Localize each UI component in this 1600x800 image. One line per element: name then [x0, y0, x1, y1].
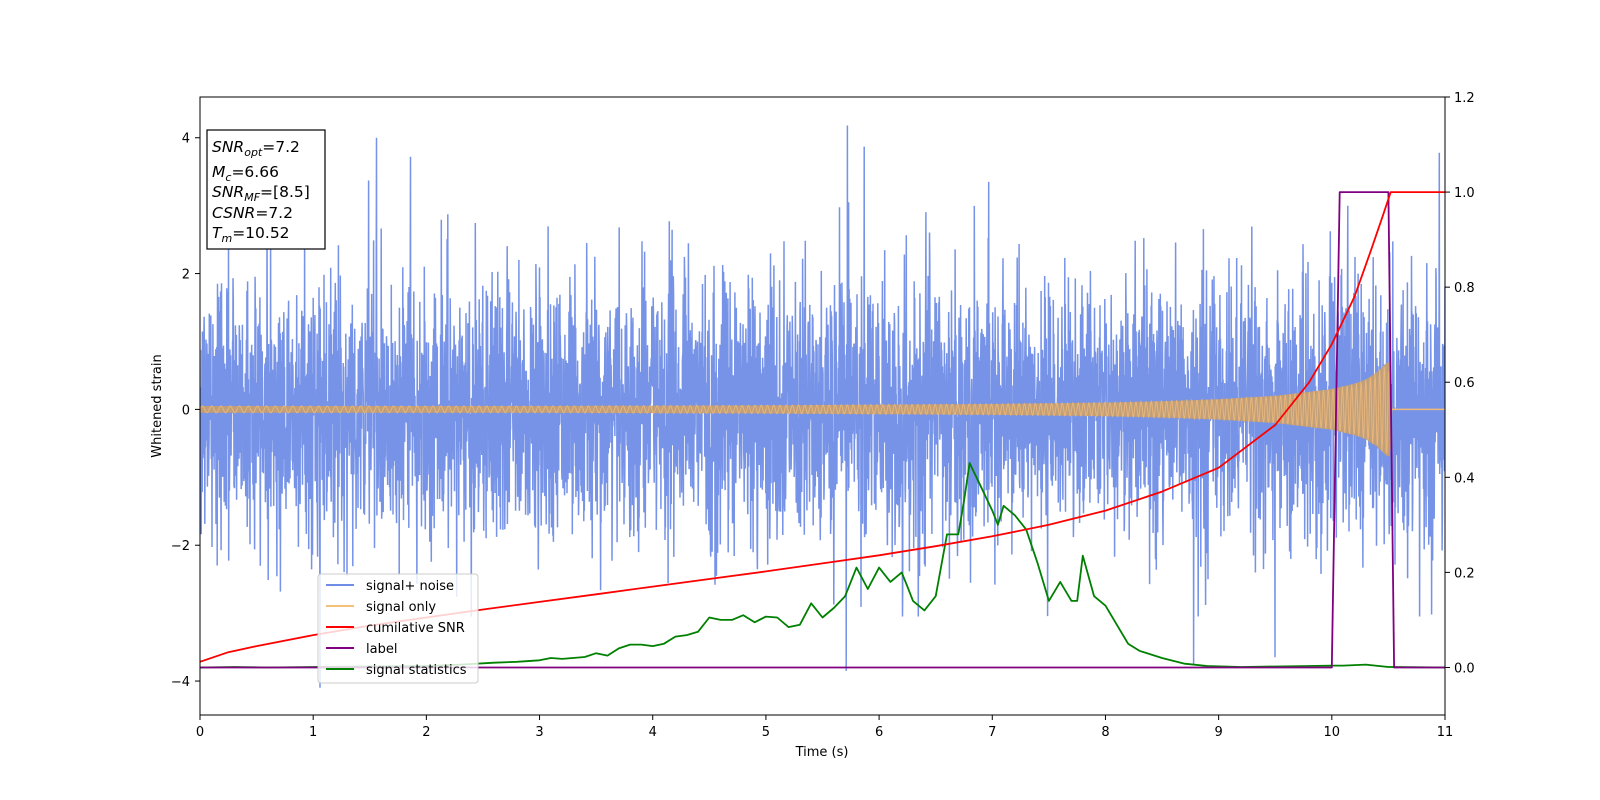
x-tick-label: 5 — [762, 725, 770, 740]
x-axis-label: Time (s) — [795, 745, 849, 760]
y-right-tick-label: 0.8 — [1454, 281, 1475, 296]
y-right-tick-label: 1.2 — [1454, 91, 1475, 106]
legend-label-signal-only: signal only — [366, 600, 436, 615]
x-tick-label: 1 — [309, 725, 317, 740]
snr-mf-value: =[8.5] — [260, 183, 310, 201]
x-tick-label: 6 — [875, 725, 883, 740]
csnr-base: CSNR — [212, 204, 255, 222]
snr-mf-sub: MF — [244, 191, 260, 204]
legend-label-cumulative-snr: cumilative SNR — [366, 621, 465, 636]
snr-opt-annotation: SNRopt=7.2 — [212, 138, 300, 159]
x-tick-label: 11 — [1437, 725, 1454, 740]
y-tick-label: 4 — [182, 132, 190, 147]
legend-entry-signal-statistics: signal statistics — [326, 663, 467, 678]
series-signal-statistics-line — [200, 462, 1445, 669]
csnr-annotation: CSNR=7.2 — [212, 204, 293, 222]
annotation-frame — [206, 129, 326, 250]
tm-sub: m — [221, 232, 232, 245]
legend-label-label: label — [366, 642, 397, 657]
series-signal-only-band — [200, 362, 1445, 457]
series-signal-only-line — [200, 366, 1389, 454]
x-tick-label: 3 — [535, 725, 543, 740]
tm-base: T — [212, 224, 223, 242]
x-tick-label: 2 — [422, 725, 430, 740]
y-tick-label: 0 — [182, 403, 190, 418]
y-right-tick-label: 0.0 — [1454, 661, 1475, 676]
x-tick-label: 8 — [1101, 725, 1109, 740]
csnr-value: =7.2 — [255, 204, 293, 222]
y-tick-label: −2 — [171, 539, 190, 554]
y-tick-label: −4 — [171, 675, 190, 690]
x-tick-label: 7 — [988, 725, 996, 740]
legend: signal+ noise signal only cumilative SNR… — [317, 573, 479, 684]
mc-value: =6.66 — [231, 163, 279, 181]
y-axis-label: Whitened strain — [150, 354, 165, 457]
legend-frame — [317, 573, 479, 684]
y-axis-ticks: −4 −2 0 2 4 — [171, 132, 200, 690]
series-signal-noise-line — [200, 125, 1445, 688]
mc-annotation: Mc=6.66 — [212, 163, 279, 184]
y-right-tick-label: 0.2 — [1454, 566, 1475, 581]
y-right-tick-label: 0.4 — [1454, 471, 1475, 486]
legend-entry-signal-only: signal only — [326, 600, 436, 615]
series-label-line — [200, 191, 1445, 669]
snr-opt-sub: opt — [244, 146, 263, 159]
legend-entry-cumulative-snr: cumilative SNR — [326, 621, 465, 636]
x-tick-label: 0 — [196, 725, 204, 740]
legend-label-signal-statistics: signal statistics — [366, 663, 467, 678]
tm-value: =10.52 — [232, 224, 289, 242]
y-tick-label: 2 — [182, 268, 190, 283]
x-tick-label: 10 — [1324, 725, 1341, 740]
parameter-annotation-box: SNRopt=7.2 Mc=6.66 SNRMF=[8.5] CSNR=7.2 … — [206, 129, 326, 250]
snr-mf-base: SNR — [212, 183, 244, 201]
snr-opt-base: SNR — [212, 138, 244, 156]
legend-label-signal-noise: signal+ noise — [366, 579, 454, 594]
y-right-tick-label: 1.0 — [1454, 186, 1475, 201]
legend-entry-label: label — [326, 642, 397, 657]
x-tick-label: 9 — [1214, 725, 1222, 740]
legend-entry-signal-noise: signal+ noise — [326, 579, 454, 594]
y-right-tick-label: 0.6 — [1454, 376, 1475, 391]
snr-opt-value: =7.2 — [262, 138, 300, 156]
mc-base: M — [212, 163, 225, 181]
snr-mf-annotation: SNRMF=[8.5] — [212, 183, 310, 204]
x-tick-label: 4 — [649, 725, 657, 740]
tm-annotation: Tm=10.52 — [212, 224, 290, 245]
mc-sub: c — [225, 171, 231, 184]
plot-frame — [199, 96, 1446, 716]
x-axis-ticks: 0 1 2 3 4 5 6 7 8 9 10 11 — [196, 715, 1453, 740]
y-right-axis-ticks: 0.0 0.2 0.4 0.6 0.8 1.0 1.2 — [1445, 91, 1475, 676]
